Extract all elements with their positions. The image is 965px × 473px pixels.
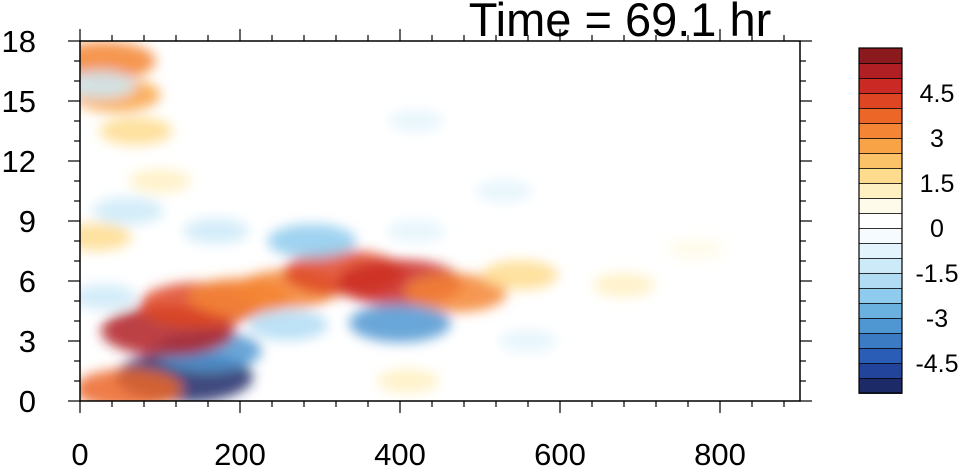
contour-feature-29 bbox=[80, 284, 137, 310]
colorbar-swatch bbox=[858, 362, 903, 379]
colorbar-swatch bbox=[858, 287, 903, 304]
colorbar: 4.5 3 1.5 0 -1.5 -3 -4.5 bbox=[858, 47, 959, 394]
contour-feature-16 bbox=[80, 41, 156, 81]
contour-feature-27 bbox=[80, 223, 132, 251]
colorbar-label: -1.5 bbox=[915, 260, 958, 288]
colorbar-label: -4.5 bbox=[915, 350, 958, 378]
colorbar-label: 4.5 bbox=[920, 80, 955, 108]
x-tick-label: 400 bbox=[374, 437, 426, 472]
colorbar-swatch bbox=[858, 92, 903, 109]
colorbar-swatch bbox=[858, 107, 903, 124]
y-tick-label: 9 bbox=[19, 204, 36, 239]
colorbar-label: 3 bbox=[930, 125, 944, 153]
y-tick-label: 15 bbox=[2, 84, 36, 119]
x-tick-label: 600 bbox=[534, 437, 586, 472]
contour-feature-9 bbox=[481, 260, 559, 290]
contour-field bbox=[80, 41, 726, 401]
y-tick-label: 12 bbox=[2, 144, 36, 179]
colorbar-frame bbox=[858, 47, 903, 394]
x-axis: 0 200 400 600 800 bbox=[71, 29, 785, 472]
contour-feature-21 bbox=[92, 197, 164, 225]
colorbar-swatch bbox=[858, 332, 903, 349]
contour-feature-24 bbox=[386, 219, 446, 243]
contour-feature-13 bbox=[248, 309, 328, 341]
contour-feature-19 bbox=[129, 168, 191, 194]
contour-feature-23 bbox=[267, 224, 357, 258]
colorbar-swatch bbox=[858, 152, 903, 169]
x-tick-label: 200 bbox=[214, 437, 266, 472]
x-tick-label: 0 bbox=[71, 437, 88, 472]
colorbar-swatch bbox=[858, 272, 903, 289]
colorbar-swatch bbox=[858, 377, 903, 394]
colorbar-label: 0 bbox=[930, 215, 944, 243]
x-tick-label: 800 bbox=[694, 437, 746, 472]
y-axis: 0 3 6 9 12 15 18 bbox=[2, 24, 812, 419]
colorbar-swatch bbox=[858, 347, 903, 364]
colorbar-label: 1.5 bbox=[920, 170, 955, 198]
contour-feature-11 bbox=[666, 237, 726, 261]
contour-feature-15 bbox=[80, 368, 182, 401]
contour-feature-14 bbox=[498, 329, 558, 353]
colorbar-swatch bbox=[858, 62, 903, 79]
y-tick-label: 18 bbox=[2, 24, 36, 59]
contour-feature-8 bbox=[405, 273, 507, 313]
colorbar-swatch bbox=[858, 242, 903, 259]
contour-feature-28 bbox=[377, 368, 439, 394]
colorbar-swatch bbox=[858, 167, 903, 184]
colorbar-swatch bbox=[858, 137, 903, 154]
colorbar-label: -3 bbox=[926, 305, 948, 333]
colorbar-swatch bbox=[858, 47, 903, 64]
colorbar-swatch bbox=[858, 302, 903, 319]
colorbar-swatch bbox=[858, 182, 903, 199]
colorbar-swatch bbox=[858, 257, 903, 274]
colorbar-swatch bbox=[858, 227, 903, 244]
colorbar-swatch bbox=[858, 197, 903, 214]
colorbar-swatch bbox=[858, 212, 903, 229]
colorbar-swatch bbox=[858, 122, 903, 139]
contour-feature-26 bbox=[388, 110, 444, 132]
contour-feature-18 bbox=[99, 116, 173, 146]
contour-feature-22 bbox=[183, 218, 249, 244]
contour-feature-10 bbox=[593, 272, 655, 298]
contour-feature-25 bbox=[475, 179, 533, 203]
colorbar-swatch bbox=[858, 317, 903, 334]
y-tick-label: 0 bbox=[19, 384, 36, 419]
contour-feature-12 bbox=[349, 303, 451, 343]
y-tick-label: 6 bbox=[19, 264, 36, 299]
chart-title: Time = 69.1 hr bbox=[469, 0, 772, 46]
y-tick-label: 3 bbox=[19, 324, 36, 359]
contour-feature-20 bbox=[80, 71, 136, 99]
colorbar-swatch bbox=[858, 77, 903, 94]
